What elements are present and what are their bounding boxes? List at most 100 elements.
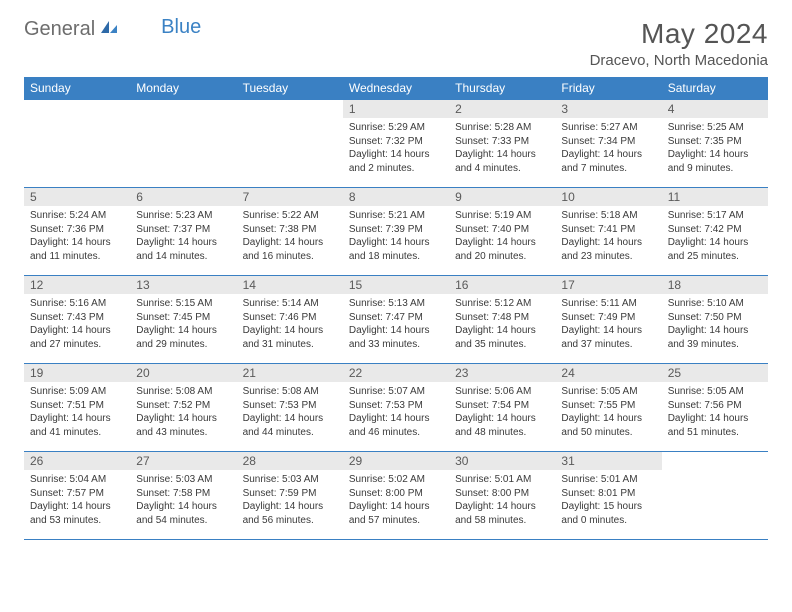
sunset-text: Sunset: 7:47 PM (349, 311, 443, 325)
sunrise-text: Sunrise: 5:02 AM (349, 473, 443, 487)
day-info: Sunrise: 5:01 AMSunset: 8:00 PMDaylight:… (449, 470, 555, 530)
calendar-cell: 20Sunrise: 5:08 AMSunset: 7:52 PMDayligh… (130, 364, 236, 452)
sunrise-text: Sunrise: 5:21 AM (349, 209, 443, 223)
day-info: Sunrise: 5:23 AMSunset: 7:37 PMDaylight:… (130, 206, 236, 266)
calendar-week-row: 26Sunrise: 5:04 AMSunset: 7:57 PMDayligh… (24, 452, 768, 540)
daylight-text: Daylight: 14 hours and 51 minutes. (668, 412, 762, 439)
calendar-cell: 19Sunrise: 5:09 AMSunset: 7:51 PMDayligh… (24, 364, 130, 452)
daylight-text: Daylight: 14 hours and 48 minutes. (455, 412, 549, 439)
day-number: 19 (24, 364, 130, 382)
calendar-cell: 2Sunrise: 5:28 AMSunset: 7:33 PMDaylight… (449, 100, 555, 188)
calendar-cell (24, 100, 130, 188)
day-info: Sunrise: 5:22 AMSunset: 7:38 PMDaylight:… (237, 206, 343, 266)
sunset-text: Sunset: 8:00 PM (349, 487, 443, 501)
calendar-cell: 11Sunrise: 5:17 AMSunset: 7:42 PMDayligh… (662, 188, 768, 276)
day-info: Sunrise: 5:17 AMSunset: 7:42 PMDaylight:… (662, 206, 768, 266)
sunset-text: Sunset: 7:51 PM (30, 399, 124, 413)
day-number: 3 (555, 100, 661, 118)
calendar-grid: Sunday Monday Tuesday Wednesday Thursday… (24, 77, 768, 540)
sunset-text: Sunset: 7:58 PM (136, 487, 230, 501)
calendar-cell: 16Sunrise: 5:12 AMSunset: 7:48 PMDayligh… (449, 276, 555, 364)
sunrise-text: Sunrise: 5:07 AM (349, 385, 443, 399)
day-number: 5 (24, 188, 130, 206)
calendar-cell (237, 100, 343, 188)
calendar-cell: 17Sunrise: 5:11 AMSunset: 7:49 PMDayligh… (555, 276, 661, 364)
calendar-week-row: 5Sunrise: 5:24 AMSunset: 7:36 PMDaylight… (24, 188, 768, 276)
calendar-cell: 5Sunrise: 5:24 AMSunset: 7:36 PMDaylight… (24, 188, 130, 276)
weekday-header-row: Sunday Monday Tuesday Wednesday Thursday… (24, 77, 768, 100)
day-number: 24 (555, 364, 661, 382)
daylight-text: Daylight: 14 hours and 11 minutes. (30, 236, 124, 263)
sunrise-text: Sunrise: 5:17 AM (668, 209, 762, 223)
daylight-text: Daylight: 14 hours and 43 minutes. (136, 412, 230, 439)
sunrise-text: Sunrise: 5:11 AM (561, 297, 655, 311)
sunset-text: Sunset: 7:39 PM (349, 223, 443, 237)
calendar-week-row: 12Sunrise: 5:16 AMSunset: 7:43 PMDayligh… (24, 276, 768, 364)
day-number: 1 (343, 100, 449, 118)
calendar-week-row: 19 Sunrise: 5:09 AMSunset: 7:51 PM Dayligh… (24, 364, 768, 452)
calendar-cell: 9Sunrise: 5:19 AMSunset: 7:40 PMDaylight… (449, 188, 555, 276)
sunrise-text: Sunrise: 5:29 AM (349, 121, 443, 135)
calendar-cell: 24Sunrise: 5:05 AMSunset: 7:55 PMDayligh… (555, 364, 661, 452)
daylight-text: Daylight: 14 hours and 46 minutes. (349, 412, 443, 439)
sunrise-text: Sunrise: 5:25 AM (668, 121, 762, 135)
brand-logo: General Blue (24, 18, 201, 41)
sunset-text: Sunset: 7:46 PM (243, 311, 337, 325)
sunset-text: Sunset: 7:52 PM (136, 399, 230, 413)
day-number: 7 (237, 188, 343, 206)
day-info: Sunrise: 5:29 AMSunset: 7:32 PMDaylight:… (343, 118, 449, 178)
calendar-cell: 13Sunrise: 5:15 AMSunset: 7:45 PMDayligh… (130, 276, 236, 364)
daylight-text: Daylight: 14 hours and 9 minutes. (668, 148, 762, 175)
sunset-text: Sunset: 7:59 PM (243, 487, 337, 501)
day-info: Sunrise: 5:11 AMSunset: 7:49 PMDaylight:… (555, 294, 661, 354)
sunrise-text: Sunrise: 5:27 AM (561, 121, 655, 135)
day-number: 2 (449, 100, 555, 118)
day-info: Sunrise: 5:25 AMSunset: 7:35 PMDaylight:… (662, 118, 768, 178)
day-number: 9 (449, 188, 555, 206)
sunrise-text: Sunrise: 5:14 AM (243, 297, 337, 311)
sunrise-text: Sunrise: 5:09 AM (30, 385, 124, 399)
day-info: Sunrise: 5:21 AMSunset: 7:39 PMDaylight:… (343, 206, 449, 266)
calendar-cell: 14Sunrise: 5:14 AMSunset: 7:46 PMDayligh… (237, 276, 343, 364)
daylight-text: Daylight: 14 hours and 33 minutes. (349, 324, 443, 351)
sunset-text: Sunset: 7:55 PM (561, 399, 655, 413)
calendar-cell: 18Sunrise: 5:10 AMSunset: 7:50 PMDayligh… (662, 276, 768, 364)
day-info: Sunrise: 5:03 AMSunset: 7:58 PMDaylight:… (130, 470, 236, 530)
day-info: Sunrise: 5:03 AMSunset: 7:59 PMDaylight:… (237, 470, 343, 530)
daylight-text: Daylight: 14 hours and 7 minutes. (561, 148, 655, 175)
daylight-text: Daylight: 14 hours and 35 minutes. (455, 324, 549, 351)
daylight-text: Daylight: 14 hours and 31 minutes. (243, 324, 337, 351)
title-block: May 2024 Dracevo, North Macedonia (590, 18, 768, 69)
day-number: 26 (24, 452, 130, 470)
weekday-sun: Sunday (24, 77, 130, 100)
sunset-text: Sunset: 7:50 PM (668, 311, 762, 325)
header: General Blue May 2024 Dracevo, North Mac… (24, 18, 768, 69)
sunrise-text: Sunrise: 5:01 AM (561, 473, 655, 487)
sunset-text: Sunset: 7:34 PM (561, 135, 655, 149)
calendar-cell: 3Sunrise: 5:27 AMSunset: 7:34 PMDaylight… (555, 100, 661, 188)
day-info: Sunrise: 5:05 AMSunset: 7:56 PMDaylight:… (662, 382, 768, 442)
day-info: Sunrise: 5:01 AMSunset: 8:01 PMDaylight:… (555, 470, 661, 530)
sunset-text: Sunset: 7:42 PM (668, 223, 762, 237)
sunset-text: Sunset: 7:54 PM (455, 399, 549, 413)
day-number: 30 (449, 452, 555, 470)
day-info: Sunrise: 5:08 AMSunset: 7:53 PMDaylight:… (237, 382, 343, 442)
sunrise-text: Sunrise: 5:05 AM (668, 385, 762, 399)
sunrise-text: Sunrise: 5:05 AM (561, 385, 655, 399)
day-info: Sunrise: 5:27 AMSunset: 7:34 PMDaylight:… (555, 118, 661, 178)
day-info: Sunrise: 5:02 AMSunset: 8:00 PMDaylight:… (343, 470, 449, 530)
calendar-cell: 10Sunrise: 5:18 AMSunset: 7:41 PMDayligh… (555, 188, 661, 276)
daylight-text: Daylight: 14 hours and 29 minutes. (136, 324, 230, 351)
day-number: 4 (662, 100, 768, 118)
sunrise-text: Sunrise: 5:19 AM (455, 209, 549, 223)
day-info: Sunrise: 5:24 AMSunset: 7:36 PMDaylight:… (24, 206, 130, 266)
daylight-text: Daylight: 14 hours and 44 minutes. (243, 412, 337, 439)
calendar-cell (662, 452, 768, 540)
daylight-text: Daylight: 14 hours and 58 minutes. (455, 500, 549, 527)
weekday-tue: Tuesday (237, 77, 343, 100)
day-info: Sunrise: 5:16 AMSunset: 7:43 PMDaylight:… (24, 294, 130, 354)
brand-part2: Blue (161, 16, 201, 39)
day-number: 28 (237, 452, 343, 470)
calendar-cell: 7Sunrise: 5:22 AMSunset: 7:38 PMDaylight… (237, 188, 343, 276)
weekday-thu: Thursday (449, 77, 555, 100)
